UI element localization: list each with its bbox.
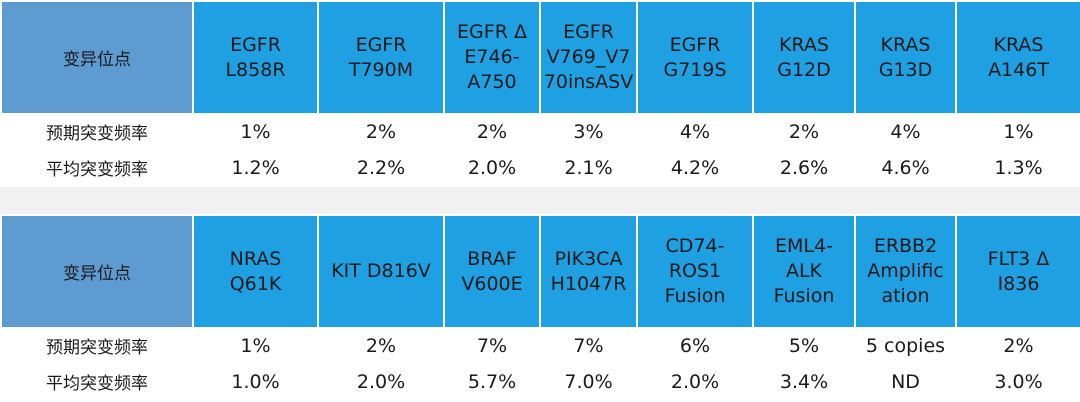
mutation-header-line: PIK3CA — [554, 247, 623, 270]
mutation-header-line: EGFR — [669, 33, 721, 56]
average-frequency-value: 2.0% — [636, 362, 754, 401]
expected-frequency-value: 5% — [752, 327, 856, 364]
mutation-header: FLT3 Δ I836 — [955, 214, 1080, 329]
average-frequency-value: 1.0% — [192, 362, 319, 401]
average-frequency-value: 2.2% — [317, 148, 445, 187]
table-separator — [0, 187, 1080, 214]
mutation-header-line: FLT3 Δ — [987, 247, 1050, 270]
mutation-header-line: ERBB2 — [873, 235, 938, 257]
average-frequency-value: 2.0% — [443, 148, 541, 187]
expected-frequency-value: 1% — [955, 113, 1080, 150]
expected-frequency-value: 5 copies — [854, 327, 957, 364]
mutation-header: EGFR Δ E746- A750 — [443, 0, 541, 115]
mutation-header: EGFR L858R — [192, 0, 319, 115]
average-frequency-value: 4.6% — [854, 148, 957, 187]
average-frequency-value: ND — [854, 362, 957, 401]
mutation-header: ERBB2 Amplific ation — [854, 214, 957, 329]
mutation-header-line: 70insASV — [543, 71, 634, 93]
expected-frequency-value: 2% — [317, 113, 445, 150]
mutation-header-line: EGFR — [230, 33, 281, 56]
mutation-header: PIK3CA H1047R — [539, 214, 638, 329]
mutation-header-line: V769_V7 — [546, 46, 631, 68]
mutation-header: KRAS G13D — [854, 0, 957, 115]
expected-frequency-value: 7% — [443, 327, 541, 364]
mutation-header-line: EGFR — [563, 21, 614, 43]
mutation-header: BRAF V600E — [443, 214, 541, 329]
expected-frequency-value: 2% — [443, 113, 541, 150]
mutation-header: KIT D816V — [317, 214, 445, 329]
mutation-header-line: H1047R — [550, 272, 627, 295]
expected-frequency-value: 6% — [636, 327, 754, 364]
mutation-header-line: A146T — [988, 58, 1049, 81]
mutation-header-line: V600E — [461, 272, 523, 295]
mutation-header-line: ROS1 — [668, 260, 722, 282]
mutation-header: EGFR G719S — [636, 0, 754, 115]
mutation-header: CD74- ROS1 Fusion — [636, 214, 754, 329]
mutation-header-line: KRAS — [993, 33, 1044, 56]
mutation-header-line: BRAF — [467, 247, 517, 270]
average-frequency-value: 5.7% — [443, 362, 541, 401]
average-frequency-value: 1.2% — [192, 148, 319, 187]
expected-frequency-value: 3% — [539, 113, 638, 150]
mutation-header: NRAS Q61K — [192, 214, 319, 329]
mutation-header: EML4- ALK Fusion — [752, 214, 856, 329]
mutation-header-line: E746- — [464, 46, 520, 68]
mutation-header-line: ALK — [785, 260, 823, 282]
mutation-table-1: 变异位点 EGFR L858R EGFR T790M EGFR Δ E746- A750… — [0, 0, 1080, 187]
expected-frequency-label: 预期突变频率 — [0, 327, 194, 364]
expected-frequency-value: 1% — [192, 113, 319, 150]
mutation-header: EGFR T790M — [317, 0, 445, 115]
expected-frequency-value: 4% — [636, 113, 754, 150]
expected-frequency-value: 2% — [955, 327, 1080, 364]
mutation-header-line: A750 — [467, 71, 517, 93]
average-frequency-label: 平均突变频率 — [0, 362, 194, 401]
mutation-header-line: CD74- — [665, 235, 725, 257]
mutation-header-line: Fusion — [773, 285, 835, 307]
mutation-header-line: I836 — [997, 272, 1040, 295]
expected-frequency-value: 4% — [854, 113, 957, 150]
average-frequency-value: 4.2% — [636, 148, 754, 187]
average-frequency-value: 7.0% — [539, 362, 638, 401]
average-frequency-value: 2.0% — [317, 362, 445, 401]
average-frequency-value: 3.0% — [955, 362, 1080, 401]
mutation-header-line: EGFR — [355, 33, 407, 56]
mutation-header-line: Q61K — [229, 272, 282, 295]
expected-frequency-value: 1% — [192, 327, 319, 364]
average-frequency-value: 2.6% — [752, 148, 856, 187]
mutation-header-line: EGFR Δ — [457, 21, 527, 43]
expected-frequency-value: 2% — [752, 113, 856, 150]
average-frequency-value: 3.4% — [752, 362, 856, 401]
mutation-header-line: Fusion — [664, 285, 726, 307]
mutation-header-line: ation — [881, 285, 930, 307]
mutation-header-line: L858R — [225, 58, 286, 81]
mutation-header-line: Amplific — [867, 260, 944, 282]
expected-frequency-label: 预期突变频率 — [0, 113, 194, 150]
mutation-header-line: G12D — [777, 58, 831, 81]
mutation-header: EGFR V769_V7 70insASV — [539, 0, 638, 115]
mutation-header: KRAS G12D — [752, 0, 856, 115]
header-label-cell: 变异位点 — [0, 214, 194, 329]
mutation-header-line: KIT D816V — [331, 260, 431, 282]
mutation-header-line: G719S — [663, 58, 727, 81]
mutation-header-line: KRAS — [779, 33, 829, 56]
average-frequency-label: 平均突变频率 — [0, 148, 194, 187]
mutation-header-line: T790M — [348, 58, 414, 81]
average-frequency-value: 1.3% — [955, 148, 1080, 187]
mutation-header: KRAS A146T — [955, 0, 1080, 115]
average-frequency-value: 2.1% — [539, 148, 638, 187]
expected-frequency-value: 2% — [317, 327, 445, 364]
mutation-header-line: EML4- — [775, 235, 833, 257]
header-label-cell: 变异位点 — [0, 0, 194, 115]
expected-frequency-value: 7% — [539, 327, 638, 364]
mutation-header-line: G13D — [878, 58, 933, 81]
mutation-header-line: NRAS — [229, 247, 282, 270]
mutation-header-line: KRAS — [880, 33, 931, 56]
mutation-table-2: 变异位点 NRAS Q61K KIT D816V BRAF V600E PIK3CA… — [0, 214, 1080, 401]
